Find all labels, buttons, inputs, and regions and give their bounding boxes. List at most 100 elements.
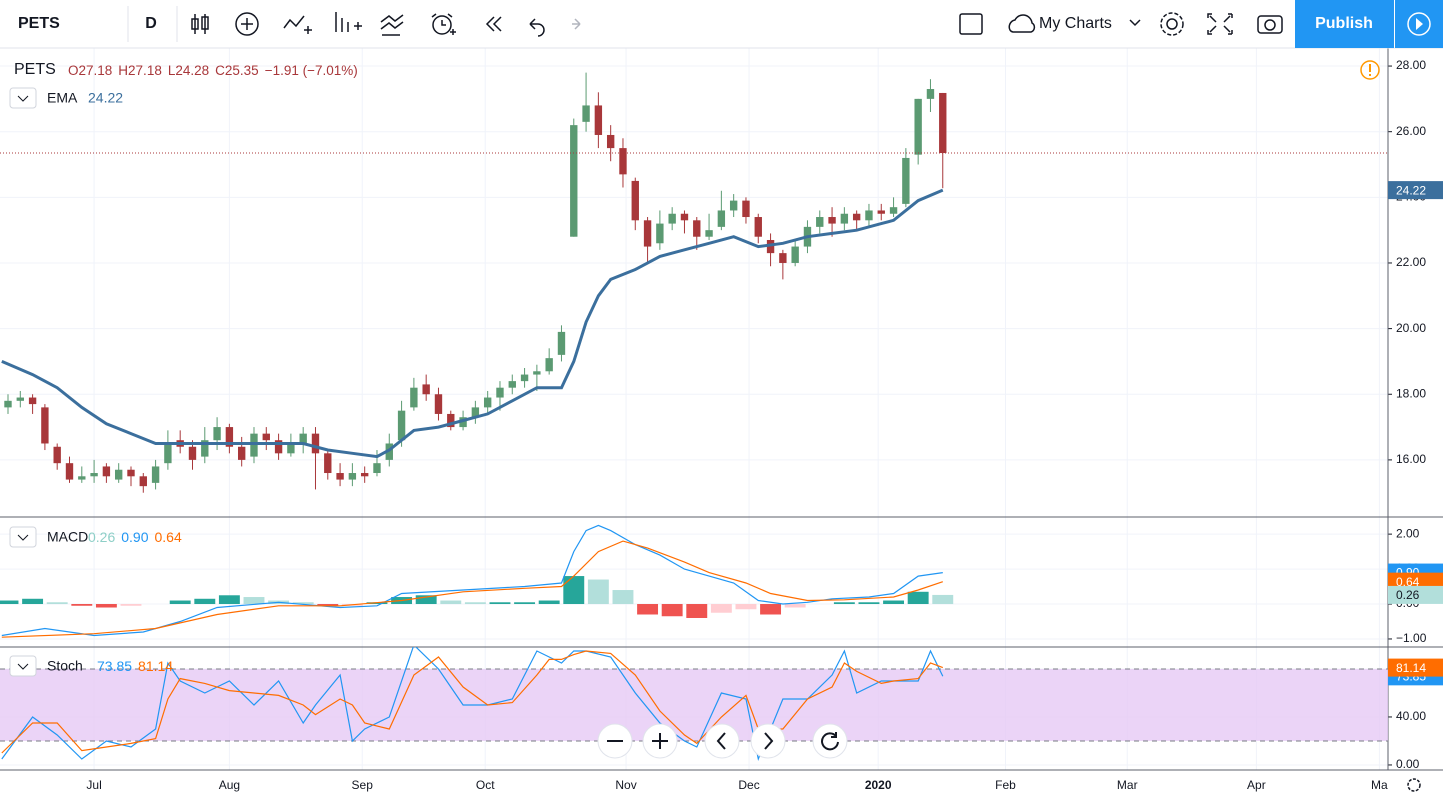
candle-body xyxy=(840,213,849,224)
candle-body xyxy=(90,473,98,477)
y-tick-label: 40.00 xyxy=(1396,709,1426,723)
candle-body xyxy=(127,469,135,477)
macd-line xyxy=(1,524,943,637)
histogram-bar xyxy=(883,600,905,605)
candle-body xyxy=(311,433,320,454)
interval[interactable]: D xyxy=(145,15,157,32)
candle-body xyxy=(164,443,172,464)
hist-badge-label: 0.26 xyxy=(1396,588,1420,602)
histogram-bar xyxy=(612,590,634,605)
candle-body xyxy=(520,374,529,382)
candle-body xyxy=(348,473,357,480)
play-icon xyxy=(1407,12,1431,36)
candle-body xyxy=(151,466,160,483)
candle-body xyxy=(41,407,49,444)
symbol-search[interactable]: PETS xyxy=(18,15,60,32)
candle-body xyxy=(213,427,221,441)
candle-body xyxy=(299,433,307,444)
candle-body xyxy=(324,453,332,474)
y-tick-label: 0.00 xyxy=(1396,757,1420,771)
candle-body xyxy=(889,207,898,214)
y-tick-label: 28.00 xyxy=(1396,58,1426,72)
histogram-bar xyxy=(243,597,265,605)
candle-body xyxy=(828,217,836,224)
legend-toggle[interactable] xyxy=(9,655,37,677)
histogram-bar xyxy=(194,598,216,605)
histogram-bar xyxy=(710,604,732,613)
my-charts[interactable]: My Charts xyxy=(1039,15,1112,32)
candle-body xyxy=(373,463,381,474)
candle-body xyxy=(274,440,283,454)
hist-badge xyxy=(1388,585,1443,604)
candle-body xyxy=(545,358,553,372)
legend-value: 0.90 xyxy=(121,529,148,545)
candle-body xyxy=(594,105,603,135)
candle-body xyxy=(742,200,750,218)
publish-button[interactable] xyxy=(1295,0,1394,48)
candle-body xyxy=(397,410,406,441)
candle-body xyxy=(791,246,799,263)
indicator-name: EMA xyxy=(47,90,78,106)
stoch-line xyxy=(1,650,944,754)
candle-body xyxy=(606,134,615,149)
price-plot xyxy=(0,72,1388,493)
settings-icon[interactable] xyxy=(1407,778,1421,792)
candle-body xyxy=(865,210,873,221)
x-tick-label: Jul xyxy=(86,778,101,792)
histogram-bar xyxy=(686,604,708,618)
toolbar-icons[interactable] xyxy=(191,12,1283,37)
x-tick-label: Ma xyxy=(1371,778,1388,792)
histogram-bar xyxy=(22,598,44,605)
candle-body xyxy=(766,239,775,254)
candle-body xyxy=(496,387,504,398)
legend-toggle[interactable] xyxy=(9,526,37,548)
histogram-bar xyxy=(120,604,142,606)
ema-badge xyxy=(1388,181,1443,200)
candle-body xyxy=(115,469,123,480)
candle-body xyxy=(336,473,344,480)
histogram-bar xyxy=(415,595,437,605)
warning-icon[interactable] xyxy=(1360,60,1380,80)
candle-body xyxy=(729,200,738,211)
candle-body xyxy=(28,397,37,405)
candle-body xyxy=(250,433,258,457)
stoch-badge xyxy=(1388,658,1443,677)
ohlc-legend: O27.18 H27.18 L24.28 C25.35 −1.91 (−7.01%) xyxy=(68,63,358,78)
ohlc-value: L24.28 xyxy=(168,63,209,78)
legend-toggle[interactable] xyxy=(9,87,37,109)
histogram-bar xyxy=(169,600,191,605)
histogram-bar xyxy=(218,595,240,605)
legend-value: 0.26 xyxy=(88,529,115,545)
histogram-bar xyxy=(292,602,314,605)
candle-body xyxy=(631,180,639,221)
y-tick-label: 16.00 xyxy=(1396,452,1426,466)
stoch-band xyxy=(0,668,1388,741)
y-tick-label: 18.00 xyxy=(1396,386,1426,400)
x-tick-label: Sep xyxy=(352,778,374,792)
legend-value: 73.85 xyxy=(97,658,132,674)
navigation-buttons[interactable] xyxy=(597,723,848,759)
histogram-bar xyxy=(760,604,782,615)
candle-body xyxy=(447,413,455,428)
grid: 16.0018.0020.0022.0024.0026.0028.00−1.00… xyxy=(0,48,1443,771)
candle-body xyxy=(508,381,516,388)
candle-body xyxy=(557,331,566,355)
stoch-line xyxy=(1,647,944,762)
y-tick-label: 22.00 xyxy=(1396,255,1426,269)
candle-body xyxy=(434,394,443,414)
plots xyxy=(0,72,1388,762)
histogram-bar xyxy=(637,604,659,615)
candle-body xyxy=(53,446,61,464)
histogram-bar xyxy=(489,602,511,605)
publish-label[interactable]: Publish xyxy=(1315,15,1373,32)
histogram-bar xyxy=(735,604,757,610)
candle-body xyxy=(668,213,676,224)
candle-body xyxy=(262,433,270,441)
candle-body xyxy=(717,210,726,227)
indicator-values: 0.26 0.90 0.64 xyxy=(88,529,182,545)
stoch-badge-label: 81.14 xyxy=(1396,661,1426,675)
macd-line xyxy=(1,540,943,638)
legend-symbol: PETS xyxy=(14,61,56,78)
